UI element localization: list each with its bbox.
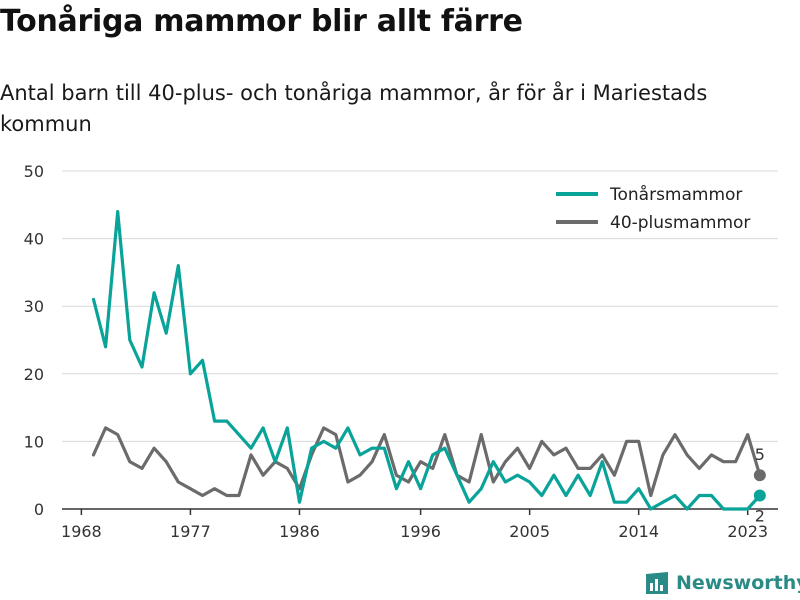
y-axis: 0 10 20 30 40 50 [24,162,44,519]
x-tick-label: 2023 [727,522,768,541]
end-value-label: 5 [755,445,765,464]
legend-label: Tonårsmammor [609,184,742,205]
y-tick-label: 40 [24,230,44,249]
series-end-point [753,489,766,502]
y-tick-label: 30 [24,297,44,316]
series-line-tonarsmammor [91,210,762,511]
x-tick-label: 2014 [618,522,659,541]
newsworthy-icon [646,572,668,594]
x-tick-label: 1977 [170,522,211,541]
y-tick-label: 50 [24,162,44,181]
x-tick-label: 1996 [400,522,441,541]
chart-title: Tonåriga mammor blir allt färre [0,4,523,39]
x-axis: 1968 1977 1986 1996 2005 2014 2023 [61,508,778,541]
y-tick-label: 10 [24,432,44,451]
x-tick-label: 1968 [61,522,102,541]
brand-logo: Newsworthy [644,570,800,596]
series-lines [91,210,766,511]
legend-background [548,180,766,238]
series-end-point [753,469,766,482]
y-tick-label: 0 [34,500,44,519]
y-tick-label: 20 [24,365,44,384]
legend-label: 40-plusmammor [610,213,750,233]
x-tick-label: 2005 [509,522,550,541]
legend: Tonårsmammor 40-plusmammor [548,180,766,238]
brand-name: Newsworthy [676,572,800,594]
chart-subtitle: Antal barn till 40-plus- och tonåriga ma… [0,81,708,136]
end-labels: 25 [755,445,765,525]
series-line-40-plusmammor [91,426,762,498]
end-value-label: 2 [755,506,765,525]
x-tick-label: 1986 [279,522,320,541]
